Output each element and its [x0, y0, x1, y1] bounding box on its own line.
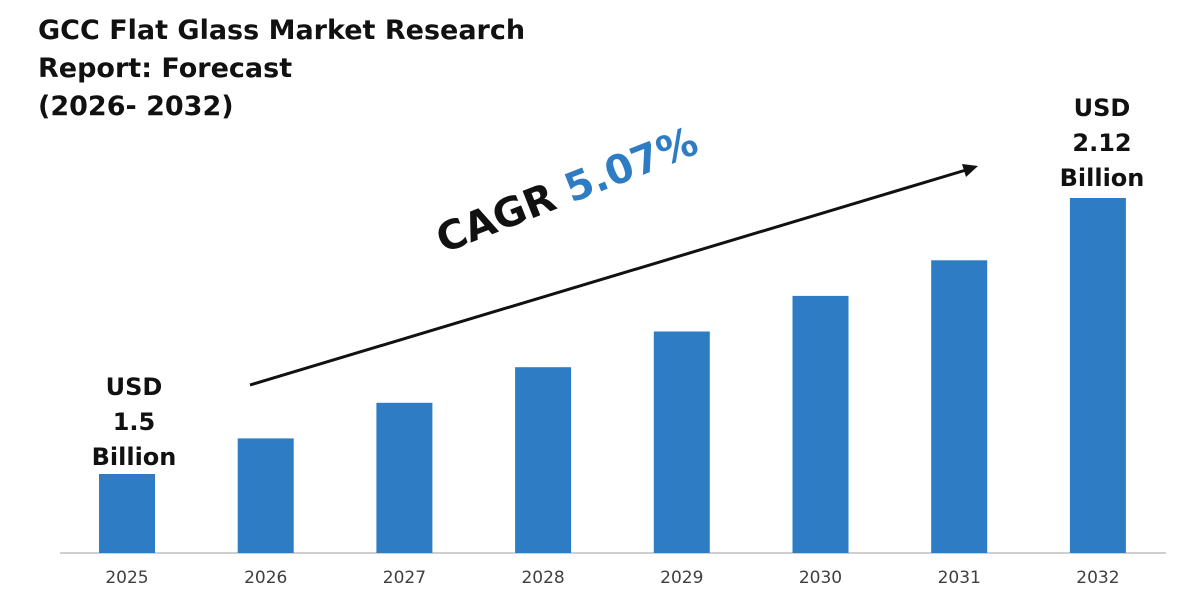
bar-2028: [515, 367, 572, 553]
bar-2032: [1069, 198, 1126, 553]
end-callout-value: 2.12: [1072, 129, 1132, 157]
start-value-callout: USD 1.5 Billion: [64, 370, 204, 475]
x-tick-label-2029: 2029: [660, 568, 703, 588]
chart-title-line-1: GCC Flat Glass Market Research: [38, 15, 526, 46]
bar-2027: [376, 402, 433, 553]
bar-2026: [237, 438, 294, 553]
chart-title-line-2: Report: Forecast: [38, 53, 293, 84]
x-tick-label-2031: 2031: [938, 568, 981, 588]
chart-title: GCC Flat Glass Market Research Report: F…: [38, 12, 525, 126]
start-callout-unit: Billion: [91, 443, 177, 471]
bar-2030: [792, 295, 849, 553]
x-tick-labels: 2025 2026 2027 2028 2029 2030 2031 2032: [105, 568, 1119, 588]
x-tick-label-2032: 2032: [1076, 568, 1119, 588]
bar-series: [99, 198, 1126, 553]
chart-title-line-3: (2026- 2032): [38, 91, 234, 122]
start-callout-value: 1.5: [112, 408, 156, 436]
start-callout-currency: USD: [105, 373, 163, 401]
x-tick-label-2028: 2028: [521, 568, 564, 588]
x-tick-label-2026: 2026: [244, 568, 287, 588]
bar-2029: [653, 331, 710, 553]
end-callout-unit: Billion: [1059, 164, 1145, 192]
bar-2025: [99, 474, 155, 553]
end-callout-currency: USD: [1073, 94, 1131, 122]
bar-2031: [931, 260, 988, 553]
end-value-callout: USD 2.12 Billion: [1032, 91, 1172, 196]
arrowhead-icon: [962, 164, 978, 177]
cagr-arrow: [249, 164, 978, 387]
x-tick-label-2025: 2025: [105, 568, 148, 588]
x-tick-label-2027: 2027: [383, 568, 426, 588]
x-tick-label-2030: 2030: [799, 568, 842, 588]
